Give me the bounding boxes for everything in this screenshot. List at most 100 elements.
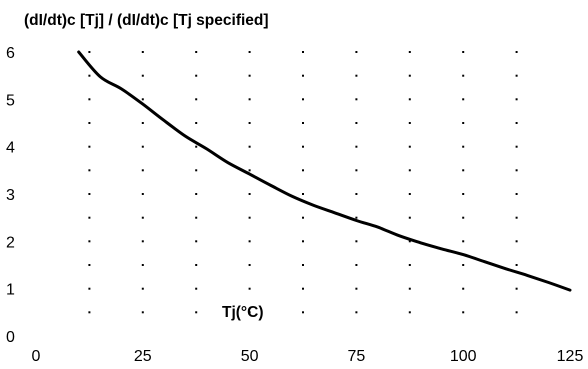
grid-dot (355, 169, 358, 172)
grid-dot (302, 145, 304, 148)
y-axis-ticks: 0 1 2 3 4 5 6 (6, 45, 15, 346)
grid-dot (515, 240, 518, 243)
grid-dot (462, 240, 465, 243)
x-tick-label: 125 (557, 348, 584, 365)
grid-dot (462, 98, 465, 101)
x-tick-label: 50 (241, 348, 259, 365)
grid-dot (408, 145, 411, 148)
grid-dot (462, 51, 465, 53)
grid-dot (515, 193, 518, 195)
grid-dot (88, 264, 91, 266)
grid-dot (355, 264, 358, 266)
grid-dot (195, 216, 198, 219)
grid-dot (248, 51, 251, 53)
grid-dot (462, 311, 465, 314)
grid-dot (302, 287, 304, 290)
x-tick-label: 0 (32, 348, 41, 365)
grid-dot (248, 122, 251, 124)
grid-dot (462, 74, 465, 77)
grid-dot (141, 193, 144, 195)
grid-dot (355, 193, 358, 195)
grid-dot (195, 240, 198, 243)
grid-dot (88, 240, 91, 243)
grid-dot (355, 240, 358, 243)
grid-dot (248, 311, 251, 314)
grid-dot (302, 51, 304, 53)
grid-dot (462, 287, 465, 290)
grid-dot (141, 264, 144, 266)
grid-dot (355, 311, 358, 314)
grid-dot (515, 264, 518, 266)
x-tick-label: 100 (450, 348, 477, 365)
grid-dot (248, 264, 251, 266)
grid-dot (88, 169, 91, 172)
grid-dot (515, 287, 518, 290)
grid-dot (462, 193, 465, 195)
grid-dot (248, 98, 251, 101)
grid-dot (88, 74, 91, 77)
grid-dot (302, 193, 304, 195)
grid-dot (88, 287, 91, 290)
grid-dot (355, 51, 358, 53)
grid-dot (302, 264, 304, 266)
grid-dot (515, 311, 518, 314)
grid-dot (515, 145, 518, 148)
grid-dot (248, 145, 251, 148)
grid-dot (141, 74, 144, 77)
grid-dot (141, 122, 144, 124)
y-tick-label: 6 (6, 45, 15, 62)
y-tick-label: 0 (6, 329, 15, 346)
grid-dot (248, 240, 251, 243)
grid-dot (408, 51, 411, 53)
y-tick-label: 2 (6, 234, 15, 251)
grid-dot (88, 193, 91, 195)
grid-dot (141, 311, 144, 314)
grid-dot (408, 311, 411, 314)
x-axis-ticks: 0 25 50 75 100 125 (32, 348, 584, 365)
grid-dot (302, 311, 304, 314)
grid-dot (355, 98, 358, 101)
grid-dot (515, 169, 518, 172)
grid-dot (195, 169, 198, 172)
grid-dot (88, 145, 91, 148)
grid-dot (515, 51, 518, 53)
grid-dot (195, 193, 198, 195)
grid-dot (248, 287, 251, 290)
grid-dot (355, 74, 358, 77)
y-tick-label: 3 (6, 187, 15, 204)
grid-dot (195, 51, 198, 53)
grid-dot (408, 264, 411, 266)
grid-dot (355, 145, 358, 148)
grid-dot (88, 51, 91, 53)
grid-dot (195, 311, 198, 314)
grid-dot (302, 98, 304, 101)
grid-dot (462, 264, 465, 266)
grid-dot (88, 98, 91, 101)
grid-dot (141, 51, 144, 53)
grid-dot (515, 74, 518, 77)
x-axis-label: Tj(°C) (222, 304, 264, 321)
grid-dot (248, 193, 251, 195)
grid (88, 51, 518, 314)
grid-dot (248, 169, 251, 172)
grid-dot (248, 216, 251, 219)
grid-dot (462, 216, 465, 219)
y-tick-label: 1 (6, 282, 15, 299)
grid-dot (141, 169, 144, 172)
grid-dot (515, 122, 518, 124)
grid-dot (408, 169, 411, 172)
grid-dot (355, 122, 358, 124)
grid-dot (302, 240, 304, 243)
chart-title: (dI/dt)c [Tj] / (dI/dt)c [Tj specified] (24, 12, 269, 29)
grid-dot (195, 74, 198, 77)
grid-dot (462, 169, 465, 172)
grid-dot (408, 216, 411, 219)
grid-dot (408, 74, 411, 77)
x-tick-label: 25 (134, 348, 152, 365)
x-tick-label: 75 (348, 348, 366, 365)
grid-dot (248, 74, 251, 77)
y-tick-label: 4 (6, 140, 15, 157)
grid-dot (355, 216, 358, 219)
grid-dot (88, 216, 91, 219)
grid-dot (88, 122, 91, 124)
